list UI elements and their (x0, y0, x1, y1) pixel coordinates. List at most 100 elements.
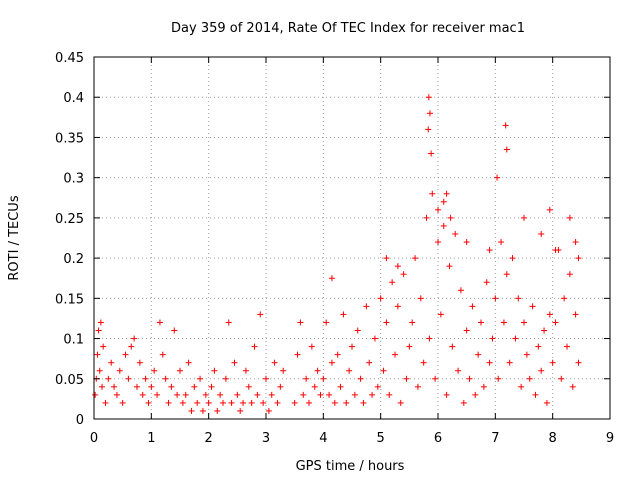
data-point (225, 319, 232, 326)
data-point (328, 359, 335, 366)
x-tick-label: 6 (434, 431, 442, 446)
data-point (374, 383, 381, 390)
data-point (300, 391, 307, 398)
data-point (575, 359, 582, 366)
data-point (412, 255, 419, 262)
data-point (265, 407, 272, 414)
data-points (92, 94, 582, 414)
data-point (237, 407, 244, 414)
data-point (552, 247, 559, 254)
data-point (394, 303, 401, 310)
data-point (509, 255, 516, 262)
data-point (446, 263, 453, 270)
data-point (159, 351, 166, 358)
data-point (475, 351, 482, 358)
data-point (521, 319, 527, 326)
data-point (337, 383, 344, 390)
data-point (406, 343, 413, 350)
data-point (417, 295, 424, 302)
y-tick-label: 0.4 (63, 91, 84, 106)
data-point (392, 351, 398, 358)
data-point (234, 391, 241, 398)
data-point (469, 303, 476, 310)
data-point (425, 126, 432, 133)
data-point (242, 367, 249, 374)
data-point (455, 367, 462, 374)
y-tick-label: 0.15 (55, 292, 84, 307)
data-point (543, 399, 550, 406)
data-point (575, 255, 582, 262)
data-point (409, 319, 416, 326)
data-point (512, 335, 519, 342)
data-point (549, 359, 556, 366)
data-point (503, 146, 510, 153)
data-point (191, 383, 198, 390)
chart-title: Day 359 of 2014, Rate Of TEC Index for r… (171, 21, 525, 36)
data-point (303, 375, 310, 382)
x-tick-label: 1 (147, 431, 155, 446)
plot-frame (93, 56, 611, 420)
data-point (96, 367, 103, 374)
data-point (122, 351, 129, 358)
data-point (535, 343, 542, 350)
data-point (523, 351, 530, 358)
data-point (526, 375, 533, 382)
data-point (179, 399, 186, 406)
data-point (254, 391, 261, 398)
data-point (420, 359, 427, 366)
data-point (521, 214, 527, 221)
data-point (214, 407, 221, 414)
data-point (349, 343, 355, 350)
data-point (317, 391, 324, 398)
data-point (245, 383, 252, 390)
data-point (128, 343, 135, 350)
data-point (185, 359, 192, 366)
data-point (119, 399, 126, 406)
data-point (518, 383, 525, 390)
data-point (486, 247, 493, 254)
data-point (572, 311, 579, 318)
data-point (108, 359, 115, 366)
data-point (314, 367, 321, 374)
data-point (463, 239, 470, 246)
data-point (165, 399, 172, 406)
data-point (116, 367, 123, 374)
data-point (326, 391, 333, 398)
x-tick-labels: 0 1 2 3 4 5 6 7 8 9 (90, 431, 614, 446)
data-point (220, 399, 226, 406)
y-tick-label: 0.05 (55, 373, 84, 388)
data-point (100, 343, 107, 350)
data-point (486, 359, 493, 366)
data-point (480, 383, 487, 390)
data-point (494, 174, 501, 181)
data-point (532, 391, 539, 398)
data-point (561, 295, 568, 302)
data-point (202, 391, 209, 398)
data-point (498, 239, 505, 246)
data-point (205, 399, 212, 406)
data-point (268, 391, 275, 398)
data-point (529, 303, 536, 310)
data-point (449, 343, 456, 350)
data-point (489, 335, 496, 342)
data-point (228, 399, 235, 406)
data-point (463, 327, 470, 334)
data-point (437, 311, 444, 318)
data-point (136, 359, 143, 366)
data-point (546, 206, 553, 213)
y-tick-label: 0 (76, 413, 84, 428)
axis-ticks (93, 56, 611, 420)
data-point (357, 375, 364, 382)
data-point (515, 295, 522, 302)
data-point (182, 391, 189, 398)
data-point (483, 279, 490, 286)
data-point (139, 391, 146, 398)
y-tick-label: 0.25 (55, 212, 84, 227)
data-point (397, 399, 404, 406)
data-point (274, 399, 281, 406)
data-point (429, 190, 436, 197)
data-point (308, 343, 315, 350)
data-point (435, 206, 441, 213)
data-point (495, 375, 502, 382)
